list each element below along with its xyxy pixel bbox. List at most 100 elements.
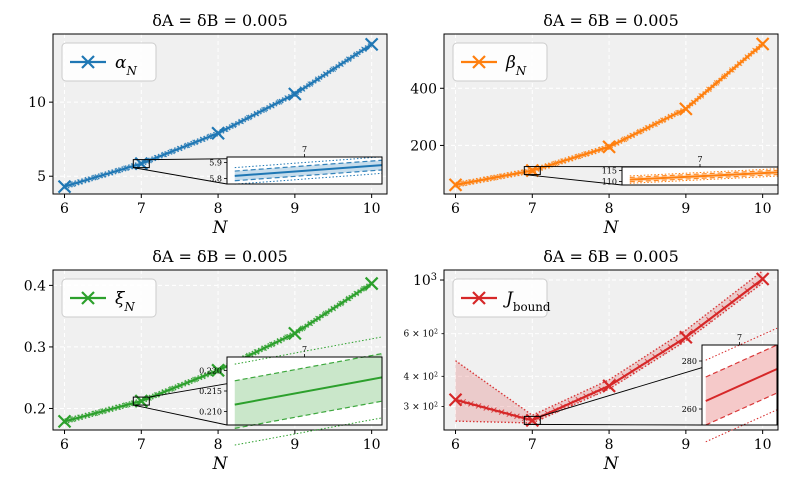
legend: αN: [61, 42, 157, 82]
minor-marker: [659, 117, 666, 124]
minor-marker: [629, 368, 635, 375]
y-tick-label: 200: [410, 138, 437, 154]
data-point: [364, 276, 379, 291]
minor-marker: [729, 299, 735, 306]
minor-marker: [261, 106, 268, 113]
data-point: [57, 414, 72, 429]
legend: ξN: [61, 278, 157, 318]
lower-bound-line: [455, 45, 764, 188]
inset-x-tick-label: 7: [302, 345, 307, 354]
minor-marker: [230, 122, 237, 129]
minor-marker: [667, 113, 674, 120]
x-axis-label: N: [212, 454, 229, 474]
minor-marker: [590, 148, 597, 155]
inset-dashed-line: [234, 353, 383, 382]
minor-marker: [169, 385, 175, 392]
minor-marker: [721, 305, 728, 311]
y-tick-label: 0.2: [24, 401, 46, 417]
legend: βN: [452, 42, 548, 82]
x-axis-label: N: [603, 218, 620, 238]
minor-marker: [276, 98, 283, 105]
x-tick-label: 10: [363, 437, 381, 453]
x-tick-label: 9: [290, 201, 299, 217]
chart-title: δA = δB = 0.005: [543, 247, 679, 266]
minor-marker: [736, 60, 743, 67]
minor-marker: [315, 315, 321, 322]
minor-marker: [299, 325, 306, 332]
x-tick-label: 9: [290, 437, 299, 453]
y-tick-label: 5: [37, 169, 46, 185]
minor-marker: [84, 412, 91, 419]
minor-marker: [361, 285, 367, 292]
minor-marker: [307, 320, 314, 327]
minor-marker: [567, 155, 574, 162]
axes-frame: [52, 33, 388, 195]
data-point: [448, 392, 463, 407]
minor-marker: [621, 136, 628, 143]
inset-y-tick-label: 280: [682, 357, 697, 366]
minor-marker: [713, 80, 720, 86]
x-tick-label: 9: [681, 437, 690, 453]
inset-y-tick-label: 0.215: [199, 387, 222, 396]
inset-y-tick-label: 5.8: [209, 175, 222, 184]
minor-marker: [514, 170, 520, 177]
data-point: [755, 37, 770, 51]
minor-marker: [729, 67, 735, 73]
minor-marker: [107, 406, 114, 413]
minor-marker: [115, 404, 122, 411]
inset-dotted-line: [705, 327, 778, 361]
inset-x-tick-label: 7: [737, 333, 742, 342]
minor-marker: [744, 287, 751, 294]
minor-marker: [675, 339, 682, 345]
inset-x-tick-label: 7: [697, 155, 702, 164]
chart-panel-3: 6 7 8 9 10 0.2 0.3 0.4 δA = δB = 0.005 NξN 7 0.220 0…: [24, 247, 388, 474]
data-point: [288, 326, 302, 341]
minor-marker: [560, 158, 566, 164]
minor-marker: [460, 398, 467, 405]
minor-marker: [361, 46, 367, 53]
minor-marker: [667, 344, 674, 350]
y-tick-label: 0.4: [24, 278, 46, 294]
minor-marker: [199, 373, 206, 380]
minor-marker: [330, 305, 337, 312]
minor-marker: [475, 177, 482, 184]
minor-marker: [706, 316, 712, 323]
minor-marker: [184, 379, 191, 386]
inset-dashed-line: [629, 169, 779, 179]
minor-marker: [491, 174, 497, 181]
data-point: [602, 379, 616, 393]
data-point: [448, 178, 463, 192]
minor-marker: [575, 153, 582, 160]
data-point: [679, 102, 693, 116]
x-tick-label: 10: [754, 201, 772, 217]
minor-marker: [613, 378, 620, 384]
minor-marker: [107, 169, 114, 176]
minor-marker: [115, 167, 122, 174]
minor-marker: [184, 142, 191, 149]
inset-series-line: [234, 376, 383, 406]
minor-marker: [261, 345, 268, 352]
x-tick-label: 7: [528, 437, 537, 453]
zoom-source-box: [523, 166, 541, 176]
y-tick-label: 0.3: [24, 340, 46, 356]
legend-marker: [81, 291, 95, 305]
inset-dashed-line: [705, 344, 778, 378]
legend: Jbound: [452, 278, 551, 318]
minor-marker: [698, 322, 705, 329]
legend-marker: [81, 55, 95, 69]
minor-marker: [77, 179, 83, 185]
minor-marker: [84, 176, 91, 183]
minor-marker: [253, 348, 260, 355]
minor-marker: [468, 401, 474, 407]
minor-marker: [721, 73, 728, 80]
minor-marker: [736, 293, 743, 300]
zoom-connector: [133, 167, 228, 185]
x-tick-label: 6: [60, 201, 69, 217]
axes-frame: [443, 33, 779, 195]
inset-y-tick-label: 115: [602, 167, 617, 176]
minor-marker: [69, 416, 76, 423]
minor-marker: [353, 51, 360, 58]
minor-marker: [583, 151, 589, 157]
y-tick-label: 400: [410, 81, 437, 97]
